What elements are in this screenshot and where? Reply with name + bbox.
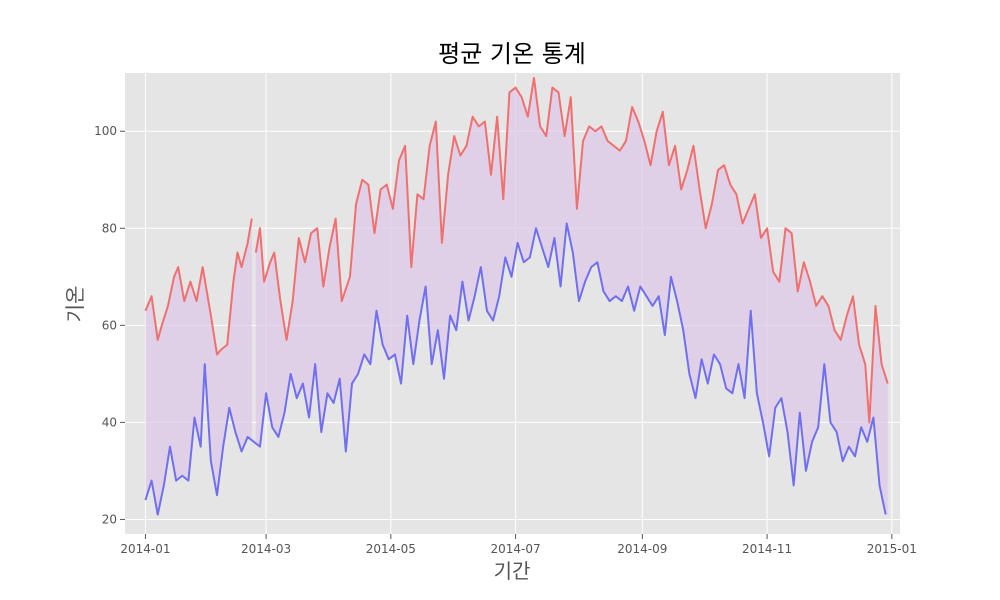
y-tick-label: 80 bbox=[102, 221, 117, 235]
series-line-low bbox=[144, 222, 887, 516]
x-tick-label: 2014-05 bbox=[366, 542, 416, 556]
fill-area bbox=[255, 77, 888, 515]
y-axis-ticks: 20 40 60 80 100 bbox=[94, 124, 125, 526]
y-tick-label: 60 bbox=[102, 318, 117, 332]
y-axis-label: 기온 bbox=[63, 286, 87, 323]
series-line-high bbox=[144, 218, 253, 356]
x-axis-ticks: 2014-01 2014-03 2014-05 2014-07 2014-09 2014-… bbox=[120, 534, 917, 556]
x-tick-label: 2014-07 bbox=[490, 542, 540, 556]
x-tick-label: 2014-01 bbox=[120, 542, 170, 556]
x-tick-label: 2015-01 bbox=[867, 542, 917, 556]
y-tick-label: 20 bbox=[102, 512, 117, 526]
y-tick-label: 100 bbox=[94, 124, 117, 138]
series-line-high bbox=[254, 76, 889, 424]
x-tick-label: 2014-09 bbox=[617, 542, 667, 556]
x-tick-label: 2014-11 bbox=[742, 542, 792, 556]
x-tick-label: 2014-03 bbox=[241, 542, 291, 556]
fill-area bbox=[145, 218, 252, 515]
chart-title: 평균 기온 통계 bbox=[438, 40, 586, 68]
series-lines bbox=[144, 76, 889, 516]
y-tick-label: 40 bbox=[102, 415, 117, 429]
fill-between bbox=[145, 77, 888, 515]
x-axis-label: 기간 bbox=[494, 559, 531, 583]
